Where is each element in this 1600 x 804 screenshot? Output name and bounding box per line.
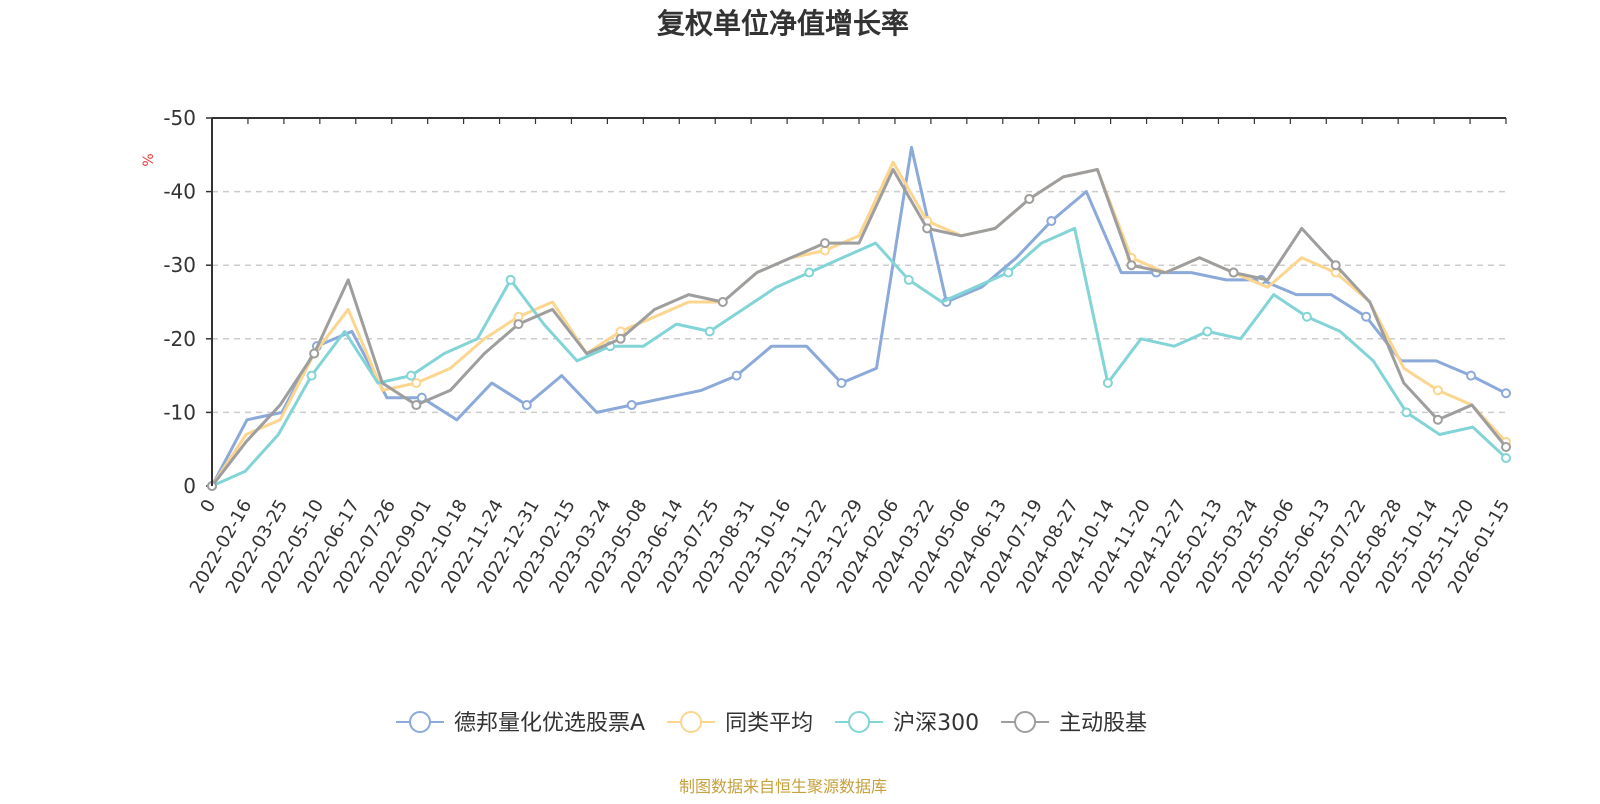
data-point [903,274,914,285]
x-tick-label: 0 [196,496,220,516]
data-point [1501,441,1511,452]
data-point [1501,388,1511,399]
y-tick-label: -50 [163,106,196,130]
data-point [411,377,422,388]
legend-label: 同类平均 [725,711,813,736]
legend-marker [680,711,703,733]
data-point [1301,311,1312,322]
data-point [626,400,637,411]
y-tick-label: -10 [163,400,196,424]
data-point [819,238,830,249]
data-point [704,326,715,337]
legend-item-2[interactable]: 沪深300 [835,711,979,736]
data-point [1361,311,1372,322]
legend-item-1[interactable]: 同类平均 [667,711,813,736]
series-line-1 [210,160,1508,487]
legend-item-3[interactable]: 主动股基 [1001,711,1147,736]
data-point [1330,260,1341,271]
y-tick-label: -30 [163,253,196,277]
data-point [1024,193,1035,204]
series-line-2 [211,226,1508,488]
data-point [1466,370,1477,381]
legend-label: 沪深300 [893,711,979,736]
data-point [306,370,317,381]
data-point [1202,326,1213,337]
y-axis-label: % [141,153,157,166]
data-point [922,223,933,234]
data-point [1401,407,1412,418]
legend-marker [1014,711,1037,733]
data-point [1046,216,1057,227]
data-point [731,370,742,381]
legend-label: 主动股基 [1059,711,1147,736]
axes [211,117,1506,486]
legend[interactable]: 德邦量化优选股票A 同类平均 沪深300 主动股基 [396,711,1147,736]
data-point [717,297,728,307]
grid-lines [212,117,1506,414]
data-point [1126,260,1137,271]
data-point [411,400,422,411]
series-lines [207,145,1511,491]
data-point [521,400,532,411]
data-point [1432,385,1443,396]
legend-marker [409,711,431,733]
data-point [1501,453,1511,464]
data-point [615,333,626,344]
y-tick-label: -20 [163,327,196,351]
y-tick-label: -40 [163,180,196,204]
data-point [1228,267,1239,278]
legend-marker [848,711,871,733]
legend-item-0[interactable]: 德邦量化优选股票A [396,711,645,736]
data-point [309,348,320,359]
y-axis-ticks: 0 -10 -20 -30 -40 -50 [163,106,212,498]
data-point [836,377,847,388]
chart-title: 复权单位净值增长率 [657,7,909,40]
y-tick-label: 0 [183,474,196,498]
data-point [804,267,815,278]
x-axis-ticks: 02022-02-162022-03-252022-05-102022-06-1… [186,118,1514,597]
data-point [505,274,516,285]
series-line-3 [210,168,1508,487]
legend-label: 德邦量化优选股票A [454,711,645,736]
data-point [513,319,524,330]
data-source-note: 制图数据来自恒生聚源数据库 [679,777,887,796]
data-point [1102,377,1113,388]
data-point [1003,267,1014,278]
data-point [406,370,417,381]
data-point [1432,414,1443,425]
